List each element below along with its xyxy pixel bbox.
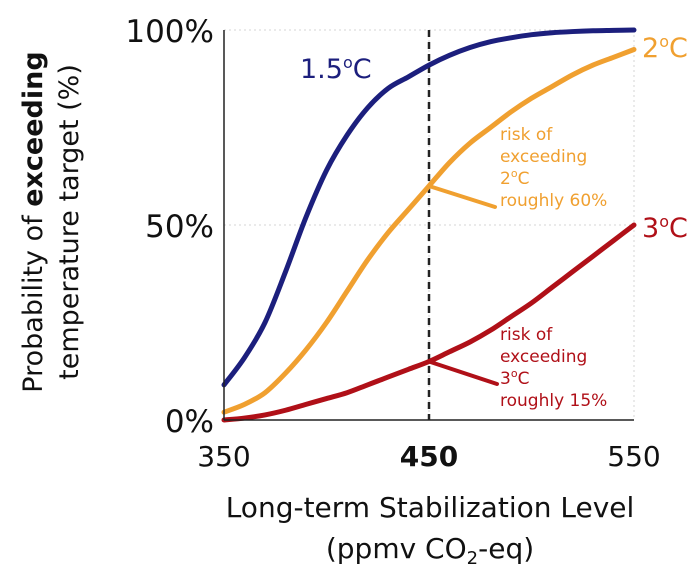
annotation-temp-degree: o xyxy=(511,167,518,180)
series-label-value: 1.5 xyxy=(300,54,343,85)
annotation-line1: risk of xyxy=(500,125,553,145)
annotation-line4: roughly 15% xyxy=(500,391,607,411)
series-label-value: 2 xyxy=(642,33,659,64)
annotation-line2: exceeding xyxy=(500,347,587,367)
annotation-temp-degree: o xyxy=(511,367,518,380)
y-axis-label-bold: exceeding xyxy=(18,51,49,207)
annotation-temp-value: 3 xyxy=(500,369,511,389)
axes xyxy=(223,30,634,421)
annotation-temp-value: 2 xyxy=(500,169,511,189)
series-label-value: 3 xyxy=(642,213,659,244)
series-line-1.5C xyxy=(221,27,637,388)
series-label-unit: C xyxy=(353,54,372,85)
annotation-line1: risk of xyxy=(500,325,553,345)
series-label-unit: C xyxy=(669,213,688,244)
series-label-degree: o xyxy=(659,32,669,51)
annotation-line3: 3oC xyxy=(500,367,529,389)
annotation-pointer-0 xyxy=(427,184,497,209)
x-axis-label-line1: Long-term Stabilization Level xyxy=(226,491,635,524)
series-label-2C: 2oC xyxy=(642,32,688,64)
series-label-degree: o xyxy=(343,53,353,72)
y-tick-label-100: 100% xyxy=(125,14,214,50)
y-axis-label-line1: Probability of exceeding xyxy=(18,51,49,392)
y-axis-label-line2: temperature target (%) xyxy=(54,64,85,380)
annotation-line3: 2oC xyxy=(500,167,529,189)
annotation-temp-unit: C xyxy=(518,369,530,389)
x-tick-label-550: 550 xyxy=(607,440,660,473)
y-tick-label-0: 0% xyxy=(165,404,214,440)
annotation-temp-unit: C xyxy=(518,169,530,189)
x-axis-label-subscript: 2 xyxy=(467,548,478,569)
x-axis-label-suffix: -eq) xyxy=(478,532,534,565)
series-label-3C: 3oC xyxy=(642,212,688,244)
series-label-1.5C: 1.5oC xyxy=(300,53,372,85)
annotation-line4: roughly 60% xyxy=(500,191,607,211)
series-label-unit: C xyxy=(669,33,688,64)
x-axis-label-prefix: (ppmv CO xyxy=(326,532,467,565)
tick-labels: 350 450 550 0% 50% 100% xyxy=(125,14,660,473)
annotation-pointer-1 xyxy=(427,359,499,386)
x-tick-label-450: 450 xyxy=(400,440,458,473)
x-axis-label-line2: (ppmv CO2-eq) xyxy=(326,532,534,569)
x-tick-label-350: 350 xyxy=(197,440,250,473)
series-label-degree: o xyxy=(659,212,669,231)
annotation-line2: exceeding xyxy=(500,147,587,167)
y-tick-label-50: 50% xyxy=(145,209,214,245)
y-axis-label-prefix: Probability of xyxy=(18,207,49,393)
